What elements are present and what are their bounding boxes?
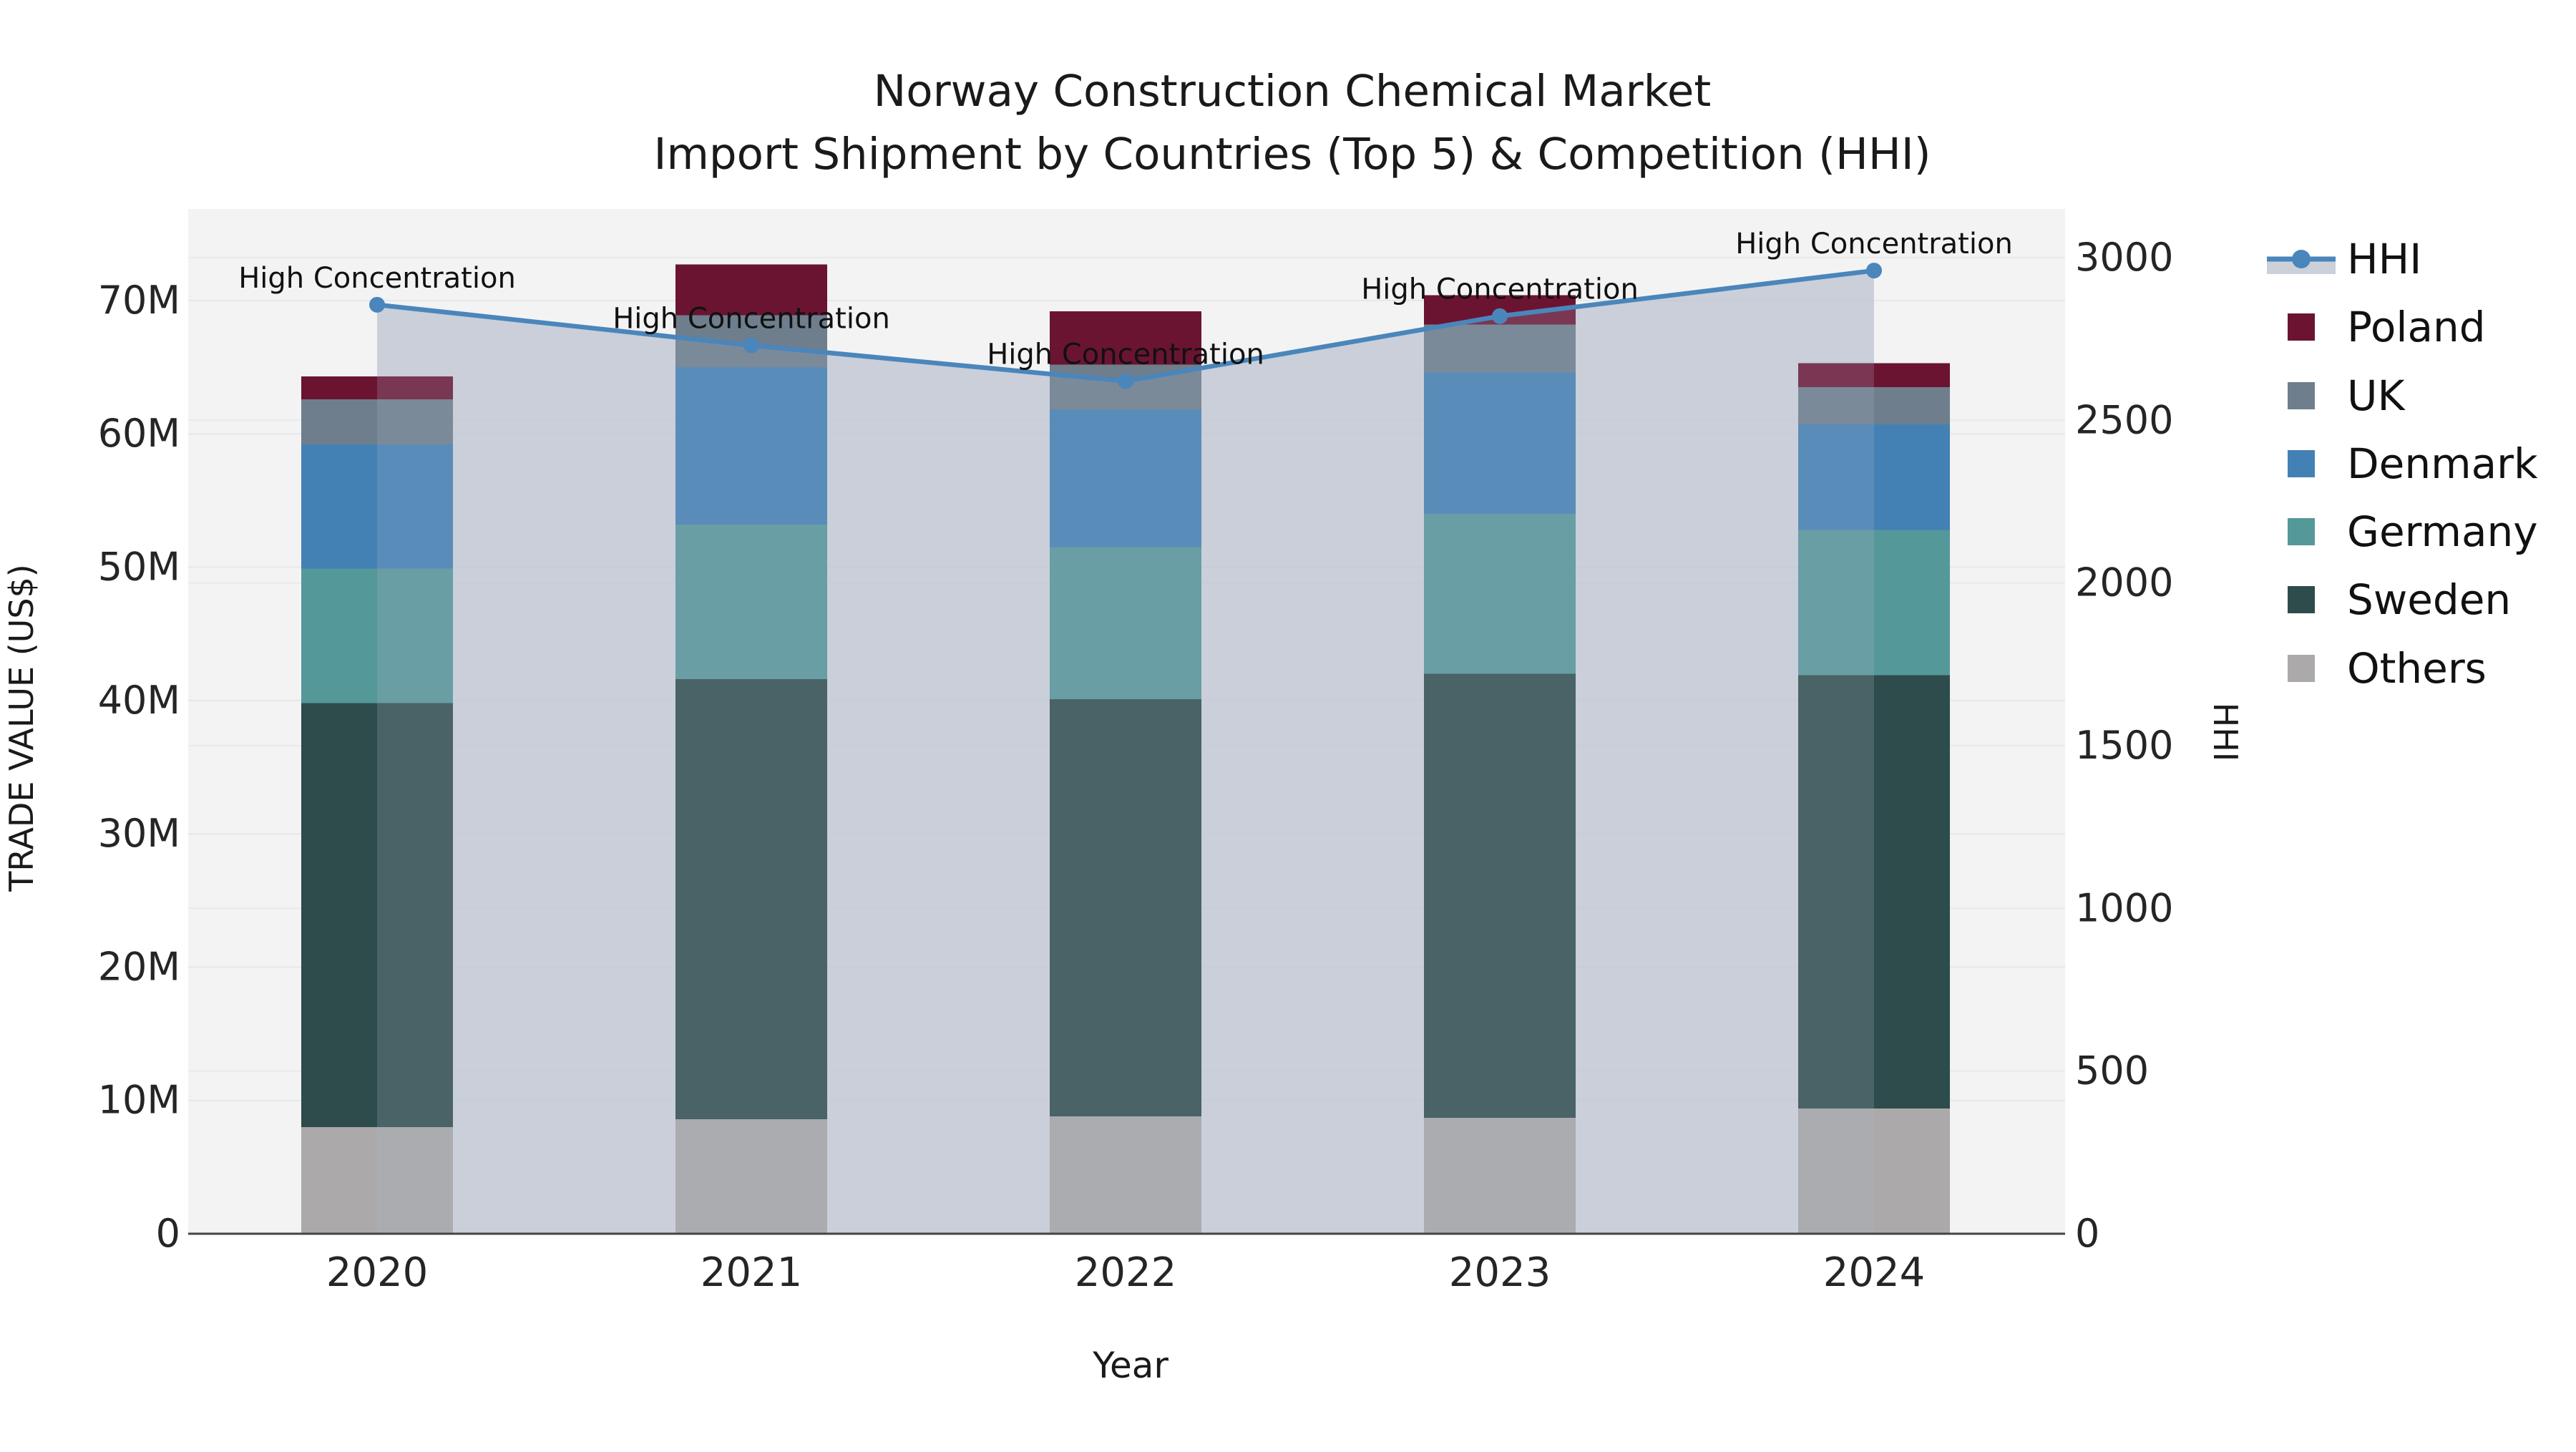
bar-germany-2024[interactable]: [1798, 530, 1950, 676]
y-left-tick-70M: 70M: [98, 278, 180, 323]
chart-title-line2: Import Shipment by Countries (Top 5) & C…: [654, 129, 1931, 180]
annotation-high-concentration-2024: High Concentration: [1735, 228, 2013, 260]
hhi-marker-2022[interactable]: [1118, 373, 1133, 389]
annotation-high-concentration-2020: High Concentration: [238, 262, 516, 295]
legend-swatch-others: [2288, 655, 2315, 682]
legend-item-denmark[interactable]: Denmark: [2288, 439, 2538, 488]
y-right-tick-2500: 2500: [2075, 397, 2173, 442]
y-right-tick-2000: 2000: [2075, 560, 2173, 605]
x-tick-2024: 2024: [1823, 1249, 1926, 1296]
y-right-tick-0: 0: [2075, 1211, 2099, 1256]
bar-poland-2024[interactable]: [1798, 363, 1950, 387]
legend-item-sweden[interactable]: Sweden: [2288, 575, 2511, 624]
x-tick-2021: 2021: [701, 1249, 803, 1296]
bar-poland-2022[interactable]: [1050, 311, 1201, 365]
y-left-tick-0: 0: [156, 1211, 180, 1256]
y-right-tick-3000: 3000: [2075, 235, 2173, 280]
bar-others-2020[interactable]: [301, 1126, 453, 1234]
bar-uk-2024[interactable]: [1798, 386, 1950, 425]
hhi-marker-2020[interactable]: [369, 296, 385, 313]
bar-denmark-2023[interactable]: [1424, 372, 1576, 514]
bar-uk-2023[interactable]: [1424, 324, 1576, 373]
bar-germany-2022[interactable]: [1050, 547, 1201, 699]
hhi-marker-2021[interactable]: [743, 337, 759, 354]
y-left-tick-20M: 20M: [98, 944, 180, 989]
legend-swatch-uk: [2288, 382, 2315, 409]
y-left-tick-60M: 60M: [98, 411, 180, 456]
hhi-marker-2024[interactable]: [1866, 263, 1882, 279]
x-tick-2022: 2022: [1075, 1249, 1177, 1296]
legend-label-sweden: Sweden: [2347, 575, 2511, 624]
hhi-area-overlay: [377, 271, 1874, 1234]
bar-germany-2020[interactable]: [301, 568, 453, 703]
legend-hhi-marker-icon: [2292, 250, 2311, 268]
bar-sweden-2023[interactable]: [1424, 673, 1576, 1118]
annotation-high-concentration-2022: High Concentration: [987, 338, 1264, 371]
bar-germany-2021[interactable]: [675, 524, 827, 679]
hhi-marker-2023[interactable]: [1492, 308, 1508, 324]
bar-sweden-2024[interactable]: [1798, 675, 1950, 1109]
bar-sweden-2021[interactable]: [675, 678, 827, 1119]
bar-sweden-2022[interactable]: [1050, 698, 1201, 1117]
bar-others-2024[interactable]: [1798, 1108, 1950, 1234]
y-right-tick-1000: 1000: [2075, 885, 2173, 930]
bar-poland-2021[interactable]: [675, 264, 827, 316]
legend-item-hhi[interactable]: HHI: [2267, 235, 2421, 283]
bar-denmark-2021[interactable]: [675, 367, 827, 525]
y-left-tick-30M: 30M: [98, 811, 180, 856]
legend-label-germany: Germany: [2347, 507, 2538, 556]
y-left-axis-title: TRADE VALUE (US$): [2, 564, 41, 892]
legend-label-poland: Poland: [2347, 303, 2486, 351]
legend-swatch-denmark: [2288, 450, 2315, 477]
legend-swatch-poland: [2288, 313, 2315, 341]
bar-uk-2020[interactable]: [301, 399, 453, 445]
bar-denmark-2020[interactable]: [301, 444, 453, 569]
legend-item-poland[interactable]: Poland: [2288, 303, 2486, 351]
legend-item-others[interactable]: Others: [2288, 644, 2487, 693]
y-right-axis-title: HHI: [2206, 703, 2245, 762]
legend-label-denmark: Denmark: [2347, 439, 2538, 488]
y-left-tick-40M: 40M: [98, 678, 180, 723]
bar-denmark-2022[interactable]: [1050, 409, 1201, 547]
legend-label-others: Others: [2347, 644, 2487, 693]
x-tick-2020: 2020: [326, 1249, 429, 1296]
bar-others-2021[interactable]: [675, 1119, 827, 1234]
legend-item-uk[interactable]: UK: [2288, 371, 2406, 420]
bar-denmark-2024[interactable]: [1798, 424, 1950, 530]
x-tick-2023: 2023: [1449, 1249, 1551, 1296]
legend-swatch-germany: [2288, 518, 2315, 545]
bar-poland-2020[interactable]: [301, 376, 453, 399]
annotation-high-concentration-2023: High Concentration: [1361, 273, 1639, 306]
annotation-high-concentration-2021: High Concentration: [613, 303, 890, 336]
y-left-tick-50M: 50M: [98, 545, 180, 590]
legend-item-germany[interactable]: Germany: [2288, 507, 2538, 556]
bar-germany-2023[interactable]: [1424, 513, 1576, 674]
y-right-tick-500: 500: [2075, 1048, 2149, 1093]
x-axis-title: Year: [1092, 1345, 1169, 1386]
legend-label-uk: UK: [2347, 371, 2406, 420]
bar-others-2022[interactable]: [1050, 1116, 1201, 1234]
chart-title-line1: Norway Construction Chemical Market: [874, 66, 1712, 117]
y-left-tick-10M: 10M: [98, 1078, 180, 1123]
bar-sweden-2020[interactable]: [301, 703, 453, 1127]
legend-label-hhi: HHI: [2347, 235, 2421, 283]
bar-others-2023[interactable]: [1424, 1117, 1576, 1234]
legend-swatch-sweden: [2288, 586, 2315, 613]
y-right-tick-1500: 1500: [2075, 723, 2173, 768]
